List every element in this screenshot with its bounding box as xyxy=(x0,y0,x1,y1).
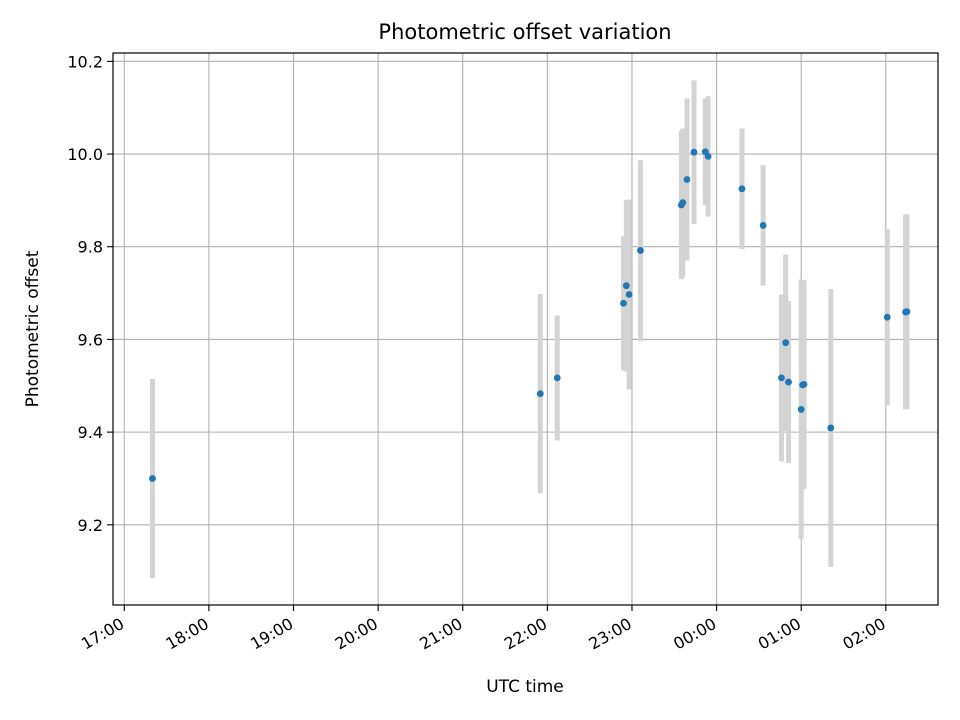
data-point xyxy=(903,308,911,316)
data-point xyxy=(778,374,785,382)
data-point xyxy=(785,378,792,386)
plot-frame xyxy=(112,52,939,606)
data-point xyxy=(622,282,630,290)
data-point xyxy=(759,222,767,229)
data-point xyxy=(637,247,644,254)
y-axis: 9.2 9.4 9.6 9.8 10.0 10.2 xyxy=(67,52,113,535)
y-tick-label: 9.2 xyxy=(78,516,103,535)
data-point xyxy=(883,313,891,321)
data-point xyxy=(738,185,746,193)
y-tick-label: 9.4 xyxy=(78,423,103,442)
x-axis-label: UTC time xyxy=(486,677,564,697)
data-point xyxy=(536,390,544,398)
y-axis-label: Photometric offset xyxy=(23,250,43,407)
data-point xyxy=(620,299,627,307)
data-point xyxy=(782,339,790,347)
data-point xyxy=(625,291,633,298)
data-point xyxy=(683,176,691,183)
data-point xyxy=(553,374,561,382)
point-layer xyxy=(149,148,911,482)
data-point xyxy=(800,380,808,388)
y-tick-label: 9.6 xyxy=(78,330,103,349)
data-point xyxy=(149,475,156,482)
y-tick-label: 10.0 xyxy=(67,145,103,164)
data-point xyxy=(704,152,712,160)
y-tick-label: 9.8 xyxy=(78,238,103,257)
y-tick-label: 10.2 xyxy=(67,52,103,71)
chart-title: Photometric offset variation xyxy=(378,20,671,44)
data-point xyxy=(679,199,687,207)
data-point xyxy=(827,424,835,432)
data-point xyxy=(690,148,698,156)
data-point xyxy=(797,406,805,413)
